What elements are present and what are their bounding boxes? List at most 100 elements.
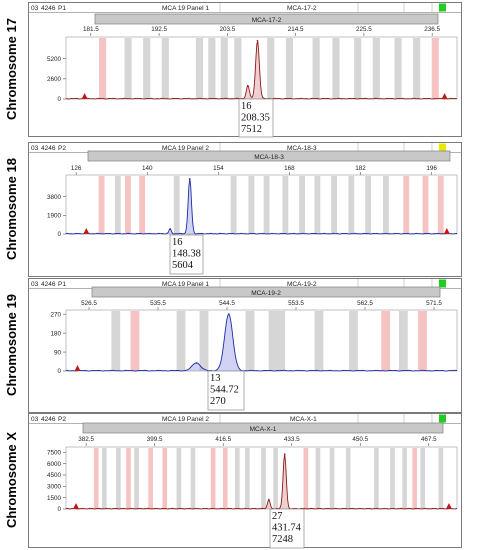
allele-bin-grey <box>314 311 324 371</box>
x-tick-label: 416.5 <box>215 436 231 443</box>
chromosome-label: Chromosome X <box>4 432 19 528</box>
allele-bin-grey <box>374 448 379 509</box>
x-tick-label: 168 <box>284 165 295 172</box>
allele-bin-grey <box>101 448 107 509</box>
allele-bin-pink <box>418 311 427 371</box>
y-tick-label: 0 <box>57 506 61 513</box>
y-tick-label: 5200 <box>47 56 62 63</box>
chromosome-label: Chromosome 17 <box>4 18 19 120</box>
status-indicator <box>439 414 446 423</box>
y-tick-label: 7500 <box>47 449 62 456</box>
allele-bin-grey <box>413 38 421 99</box>
allele-bin-pink <box>422 176 429 234</box>
peak-callout-box <box>207 370 245 411</box>
header-marker: MCA-X-1 <box>290 416 317 423</box>
allele-bin-grey <box>230 176 237 234</box>
header-run: 03 <box>31 5 39 12</box>
header-panel: MCA 19 Panel 1 <box>162 5 209 12</box>
header-id: 4246 <box>41 5 56 12</box>
signal-trace <box>65 178 458 235</box>
allele-bin-pink <box>148 448 153 509</box>
header-primer: P1 <box>58 5 66 12</box>
y-tick-label: 2600 <box>47 76 62 83</box>
header-id: 4246 <box>41 145 56 152</box>
allele-bin-grey <box>245 448 250 509</box>
status-indicator <box>439 3 446 12</box>
allele-bin-grey <box>276 311 286 371</box>
allele-bin-grey <box>354 38 362 99</box>
peak-callout-box <box>169 234 204 275</box>
x-tick-label: 236.5 <box>424 26 440 33</box>
header-panel: MCA 19 Panel 2 <box>162 145 209 152</box>
y-tick-label: 6000 <box>47 461 62 468</box>
x-tick-label: 399.5 <box>147 436 163 443</box>
callout-value: 544.72 <box>210 385 239 396</box>
peak-point <box>188 178 191 180</box>
header-id: 4246 <box>41 281 56 288</box>
peak-point <box>267 499 270 501</box>
allele-bin-grey <box>111 311 121 371</box>
header-marker: MCA-17-2 <box>287 5 317 12</box>
allele-bin-grey <box>116 448 121 509</box>
chromosome-label: Chromosome 18 <box>4 158 19 260</box>
allele-bin-grey <box>372 38 380 99</box>
allele-bin-grey <box>143 38 151 99</box>
header-primer: P2 <box>58 145 66 152</box>
allele-bin-pink <box>437 176 444 234</box>
allele-bin-pink <box>431 38 439 99</box>
callout-value: 7248 <box>272 534 293 545</box>
signal-trace <box>65 454 458 510</box>
allele-bin-grey <box>299 176 306 234</box>
y-tick-label: 90 <box>54 349 62 356</box>
allele-bin-grey <box>263 176 270 234</box>
callout-value: 208.35 <box>241 113 270 124</box>
allele-bin-pink <box>381 311 391 371</box>
header-marker: MCA-18-3 <box>287 145 317 152</box>
header-panel: MCA 19 Panel 1 <box>162 281 209 288</box>
chromosome-label: Chromosome 19 <box>4 294 19 396</box>
allele-bin-pink <box>126 448 131 509</box>
size-standard-marker <box>441 93 448 99</box>
x-tick-label: 544.5 <box>219 300 235 307</box>
size-standard-marker <box>445 503 452 509</box>
header-primer: P2 <box>58 416 66 423</box>
allele-bin-grey <box>331 176 338 234</box>
allele-bin-grey <box>312 38 320 99</box>
x-tick-label: 450.5 <box>352 436 368 443</box>
allele-bin-pink <box>412 448 417 509</box>
x-tick-label: 553.5 <box>288 300 304 307</box>
allele-bin-grey <box>273 448 278 509</box>
allele-bin-grey <box>124 38 132 99</box>
allele-bin-grey <box>268 311 278 371</box>
allele-bin-grey <box>315 448 321 509</box>
x-tick-label: 571.5 <box>426 300 442 307</box>
allele-bin-grey <box>394 38 402 99</box>
callout-value: 27 <box>272 511 283 522</box>
chart-panel: 03 4246 P1 MCA 19 Panel 1 MCA-17-2 MCA-17-2 18… <box>4 2 462 138</box>
allele-bin-grey <box>345 448 351 509</box>
signal-trace <box>65 313 458 372</box>
allele-bin-grey <box>176 448 182 509</box>
x-tick-label: 154 <box>213 165 224 172</box>
x-tick-label: 382.5 <box>78 436 94 443</box>
y-tick-label: 3000 <box>47 484 62 491</box>
x-tick-label: 181.5 <box>83 26 99 33</box>
callout-value: 16 <box>241 101 252 112</box>
header-primer: P1 <box>58 281 66 288</box>
x-tick-label: 433.5 <box>284 436 300 443</box>
allele-bin-grey <box>220 38 228 99</box>
callout-value: 431.74 <box>272 523 302 534</box>
marker-range-label: MCA-X-1 <box>250 426 277 433</box>
x-tick-label: 126 <box>71 165 82 172</box>
allele-bin-pink <box>210 448 216 509</box>
y-tick-label: 4500 <box>47 472 62 479</box>
callout-value: 5604 <box>172 260 194 271</box>
allele-bin-grey <box>349 311 358 371</box>
allele-bin-grey <box>348 176 355 234</box>
chart-panel: 03 4246 P2 MCA 19 Panel 2 MCA-X-1 MCA-X-1 382.… <box>4 413 462 549</box>
callout-value: 16 <box>172 237 183 248</box>
allele-bin-grey <box>398 311 408 371</box>
x-tick-label: 467.5 <box>421 436 437 443</box>
